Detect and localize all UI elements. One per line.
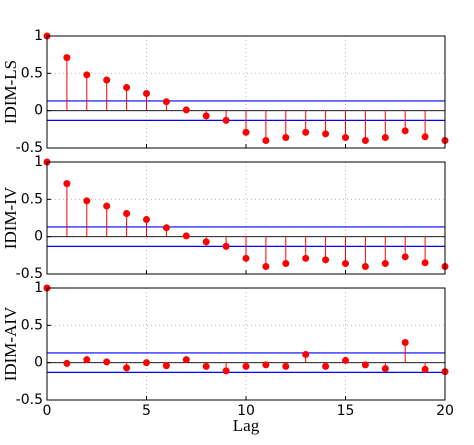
marker	[83, 197, 91, 205]
y-tick-label: 1	[34, 154, 43, 170]
marker	[242, 128, 250, 136]
x-tick-label: 0	[43, 403, 52, 419]
marker	[381, 365, 389, 373]
marker	[182, 106, 190, 114]
marker	[242, 254, 250, 262]
marker	[143, 359, 150, 367]
marker	[83, 356, 91, 364]
y-axis-label: IDIM-IV	[1, 186, 20, 249]
y-tick-label: 1	[34, 280, 43, 296]
marker	[401, 127, 409, 135]
marker	[282, 134, 290, 142]
marker	[302, 254, 310, 262]
x-tick-label: 10	[237, 403, 255, 419]
y-axis-label: IDIM-AIV	[1, 306, 20, 381]
marker	[222, 367, 230, 375]
marker	[182, 356, 190, 364]
marker	[123, 364, 131, 372]
marker	[262, 361, 270, 369]
marker	[63, 54, 71, 62]
y-tick-label: -0.5	[16, 266, 43, 282]
x-axis-label: Lag	[233, 416, 260, 435]
marker	[222, 116, 230, 124]
y-tick-label: 0.5	[21, 317, 43, 333]
marker	[322, 256, 330, 264]
y-tick-label: 1	[34, 28, 43, 44]
marker	[401, 339, 409, 347]
marker	[123, 210, 131, 218]
marker	[103, 202, 111, 210]
marker	[421, 133, 429, 141]
marker	[342, 356, 349, 364]
marker	[202, 238, 210, 246]
marker	[302, 350, 310, 358]
marker	[342, 260, 349, 268]
marker	[143, 89, 150, 97]
marker	[302, 128, 310, 136]
marker	[222, 242, 230, 250]
y-tick-label: 0	[34, 103, 43, 119]
marker	[242, 362, 250, 370]
marker	[401, 253, 409, 261]
y-tick-label: -0.5	[16, 392, 43, 408]
marker	[63, 359, 71, 367]
marker	[361, 263, 369, 271]
marker	[381, 134, 389, 142]
x-tick-label: 20	[436, 403, 454, 419]
marker	[282, 362, 290, 370]
x-tick-label: 5	[142, 403, 151, 419]
marker	[342, 134, 349, 142]
marker	[103, 358, 111, 366]
marker	[322, 362, 330, 370]
y-tick-label: 0.5	[21, 191, 43, 207]
marker	[262, 137, 270, 145]
marker	[83, 71, 91, 79]
x-tick-label: 15	[337, 403, 355, 419]
marker	[381, 260, 389, 268]
y-tick-label: -0.5	[16, 140, 43, 156]
marker	[182, 232, 190, 240]
y-tick-label: 0	[34, 229, 43, 245]
marker	[123, 84, 131, 92]
marker	[103, 76, 111, 84]
y-tick-label: 0	[34, 355, 43, 371]
plot-frame	[46, 161, 446, 275]
marker	[282, 260, 290, 268]
marker	[421, 259, 429, 267]
plot-frame	[46, 287, 446, 401]
y-tick-label: 0.5	[21, 65, 43, 81]
marker	[202, 112, 210, 120]
marker	[202, 362, 210, 370]
marker	[322, 130, 330, 138]
marker	[63, 180, 71, 188]
marker	[143, 215, 150, 223]
marker	[162, 362, 170, 370]
marker	[262, 263, 270, 271]
plot-frame	[46, 35, 446, 149]
marker	[162, 98, 170, 106]
marker	[421, 365, 429, 373]
marker	[361, 361, 369, 369]
marker	[361, 137, 369, 145]
y-axis-label: IDIM-LS	[1, 60, 20, 124]
marker	[162, 224, 170, 232]
